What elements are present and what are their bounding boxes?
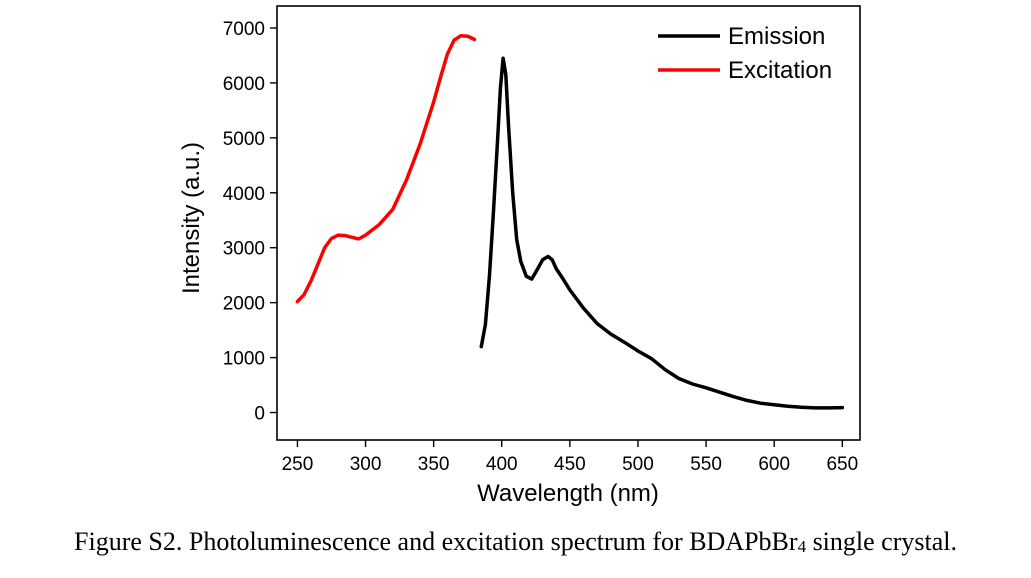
- y-axis-title: Intensity (a.u.): [178, 142, 205, 294]
- x-tick-label: 500: [622, 454, 654, 475]
- y-tick-label: 5000: [223, 129, 265, 150]
- x-axis-ticks: 250 300 350 400 450 500 550 600 650: [282, 440, 858, 475]
- y-tick-label: 6000: [223, 74, 265, 95]
- y-tick-label: 2000: [223, 294, 265, 315]
- y-tick-label: 7000: [223, 19, 265, 40]
- caption-suffix: single crystal.: [806, 527, 957, 556]
- spectrum-chart: 250 300 350 400 450 500 550 600 650 0 1000 2000 300…: [178, 5, 861, 507]
- y-tick-label: 1000: [223, 349, 265, 370]
- x-tick-label: 400: [486, 454, 518, 475]
- figure-caption: Figure S2. Photoluminescence and excitat…: [0, 527, 1031, 557]
- x-tick-label: 300: [350, 454, 382, 475]
- x-tick-label: 250: [282, 454, 314, 475]
- legend-label-emission: Emission: [728, 23, 825, 50]
- x-tick-label: 450: [554, 454, 586, 475]
- series-line-excitation: [295, 33, 477, 304]
- y-axis-ticks: 0 1000 2000 3000 4000 5000 6000 7000: [223, 19, 277, 425]
- legend-label-excitation: Excitation: [728, 57, 832, 84]
- plot-frame: [276, 5, 861, 441]
- series-layer: [295, 33, 845, 410]
- x-tick-label: 550: [690, 454, 722, 475]
- legend: Emission Excitation: [658, 23, 832, 84]
- y-tick-label: 3000: [223, 239, 265, 260]
- x-tick-label: 650: [826, 454, 858, 475]
- y-tick-label: 4000: [223, 184, 265, 205]
- caption-text: Figure S2. Photoluminescence and excitat…: [74, 527, 798, 556]
- y-tick-label: 0: [254, 404, 265, 425]
- x-axis-title: Wavelength (nm): [477, 480, 659, 507]
- x-tick-label: 350: [418, 454, 450, 475]
- caption-subscript: 4: [797, 537, 807, 556]
- series-line-emission: [479, 56, 845, 410]
- x-tick-label: 600: [758, 454, 790, 475]
